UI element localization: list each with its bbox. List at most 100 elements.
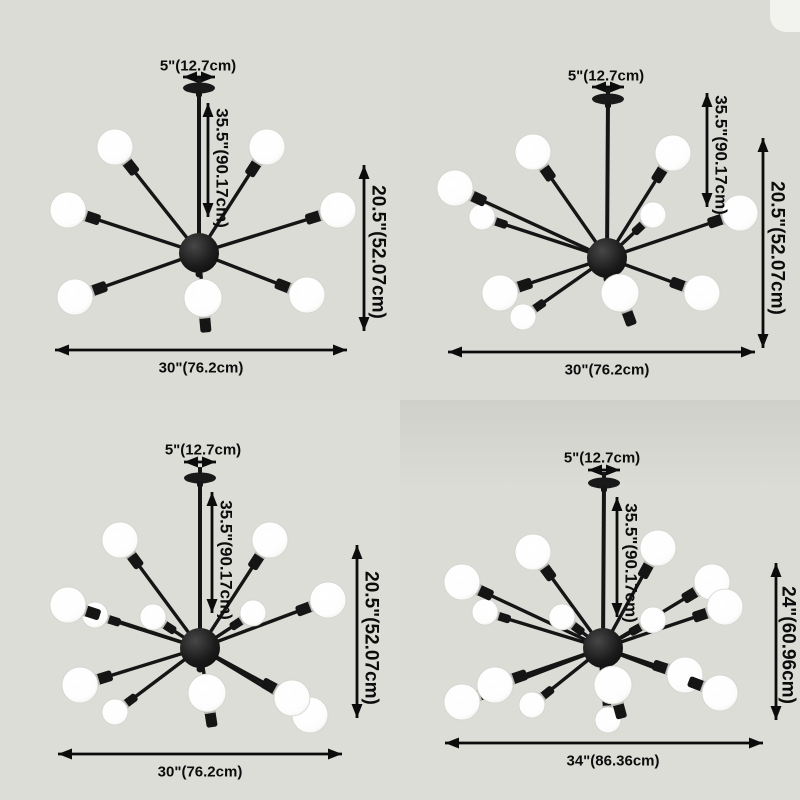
body-height-arrow (757, 138, 769, 348)
dim-label-diameter: 30"(76.2cm) (158, 764, 243, 781)
diameter-arrow (445, 737, 763, 749)
dim-label-drop-height: 35.5"(90.17cm) (622, 503, 641, 623)
dim-label-body-height: 20.5"(52.07cm) (767, 181, 788, 315)
arrowhead-icon (358, 165, 370, 179)
arrowhead-icon (202, 103, 214, 117)
bulb (61, 666, 99, 704)
arrowhead-icon (749, 737, 763, 749)
dim-label-canopy-width: 5"(12.7cm) (160, 58, 236, 75)
canopy-nipple (196, 91, 202, 97)
ceiling-canopy (184, 472, 216, 484)
canopy-nipple (197, 481, 203, 487)
bulb (56, 278, 94, 316)
canopy-nipple (601, 486, 607, 492)
hub-finial (195, 270, 203, 278)
arrowhead-icon (592, 81, 606, 93)
arrowhead-icon (202, 456, 216, 468)
bulb (468, 203, 496, 231)
chandelier-figure-top-left: 5"(12.7cm) 35.5"(90.17cm) 20.5"(52.07cm) 30… (0, 0, 400, 400)
arrowhead-icon (445, 737, 459, 749)
arrowhead-icon (588, 464, 602, 476)
dim-label-body-height: 24"(60.96cm) (778, 586, 799, 704)
canopy-width-arrow (184, 456, 216, 468)
arrowhead-icon (606, 464, 620, 476)
bulb (183, 278, 223, 318)
ceiling-canopy (588, 477, 620, 489)
bulb (139, 603, 167, 631)
arrowhead-icon (184, 456, 198, 468)
bulb (706, 588, 744, 626)
diameter-arrow (448, 346, 755, 358)
body-height-arrow (770, 563, 782, 720)
drop-height-arrow (701, 93, 713, 207)
photo-corner-artifact (770, 0, 800, 32)
canopy-width-arrow (588, 464, 620, 476)
arrowhead-icon (58, 748, 72, 760)
chandelier-graphic: 5"(12.7cm) 35.5"(90.17cm) 20.5"(52.07cm) 30… (49, 58, 389, 377)
chandelier-diagram-bottom-right: 5"(12.7cm) 35.5"(90.17cm) 24"(60.96cm) 34"(… (443, 450, 799, 770)
chandelier-graphic: 5"(12.7cm) 35.5"(90.17cm) 20.5"(52.07cm) 30… (49, 442, 382, 781)
arm (482, 199, 608, 260)
body-height-arrow (358, 165, 370, 331)
chandelier-diagram-top-left: 5"(12.7cm) 35.5"(90.17cm) 20.5"(52.07cm) 30… (49, 58, 389, 377)
bulb (187, 673, 227, 713)
bulb (273, 679, 311, 717)
dim-label-diameter: 34"(86.36cm) (566, 753, 659, 770)
bulb (319, 191, 357, 229)
dim-label-diameter: 30"(76.2cm) (159, 360, 244, 377)
center-hub (583, 628, 623, 668)
bulb (639, 606, 667, 634)
dim-label-body-height: 20.5"(52.07cm) (368, 185, 389, 319)
bulb (101, 521, 139, 559)
bulb (288, 276, 326, 314)
canopy-width-arrow (592, 81, 624, 93)
drop-height-arrow (206, 492, 218, 613)
arrowhead-icon (206, 599, 218, 613)
arrowhead-icon (757, 334, 769, 348)
bulb (49, 586, 87, 624)
arm (489, 593, 604, 650)
bulb (49, 191, 87, 229)
dim-label-canopy-width: 5"(12.7cm) (568, 68, 644, 85)
bulb (701, 674, 739, 712)
arrowhead-icon (741, 346, 755, 358)
bulb (721, 194, 759, 232)
bulb (443, 563, 481, 601)
arrowhead-icon (611, 497, 623, 511)
chandelier-figure-top-right: 5"(12.7cm) 35.5"(90.17cm) 20.5"(52.07cm) 30… (400, 0, 800, 400)
hub-finial (196, 665, 204, 673)
drop-height-arrow (202, 103, 214, 217)
canopy-width-arrow (183, 71, 215, 83)
arrowhead-icon (770, 706, 782, 720)
arrowhead-icon (183, 71, 197, 83)
chandelier-graphic: 5"(12.7cm) 35.5"(90.17cm) 24"(60.96cm) 34"(… (443, 450, 799, 770)
diameter-arrow (55, 344, 347, 356)
arrowhead-icon (202, 203, 214, 217)
chandelier-graphic: 5"(12.7cm) 35.5"(90.17cm) 20.5"(52.07cm) 30… (436, 68, 788, 379)
bulb (514, 133, 552, 171)
chandelier-figure-bottom-left: 5"(12.7cm) 35.5"(90.17cm) 20.5"(52.07cm) 30… (0, 400, 400, 800)
arrowhead-icon (333, 344, 347, 356)
drop-height-arrow (611, 497, 623, 617)
ceiling-canopy (592, 93, 624, 105)
bulb (639, 201, 667, 229)
bulb (309, 581, 347, 619)
bulb (251, 521, 289, 559)
bulb (514, 533, 552, 571)
bulb (518, 691, 546, 719)
bulb (683, 274, 721, 312)
bulb (600, 273, 640, 313)
bulb (639, 529, 677, 567)
bulb (101, 698, 129, 726)
chandelier-figure-bottom-right: 5"(12.7cm) 35.5"(90.17cm) 24"(60.96cm) 34"(… (400, 400, 800, 800)
arrowhead-icon (328, 748, 342, 760)
bulb (476, 666, 514, 704)
bulb (96, 128, 134, 166)
center-hub (179, 233, 219, 273)
dim-label-drop-height: 35.5"(90.17cm) (213, 108, 232, 228)
arrowhead-icon (757, 138, 769, 152)
dim-label-canopy-width: 5"(12.7cm) (564, 450, 640, 467)
down-rod (601, 482, 606, 649)
body-height-arrow (351, 545, 363, 718)
arrowhead-icon (701, 93, 713, 107)
